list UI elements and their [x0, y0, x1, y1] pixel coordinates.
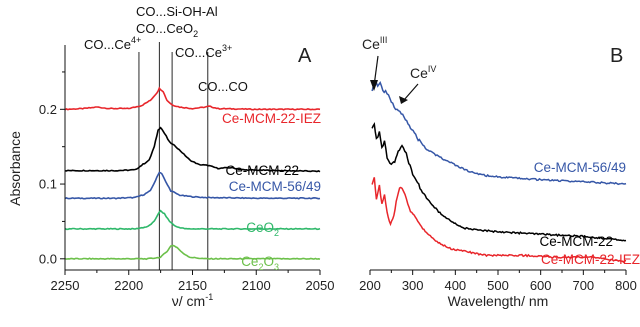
series-label: Ce-MCM-22-IEZ: [541, 252, 640, 267]
x-axis-label: ν/ cm-1: [172, 292, 213, 309]
y-tick-label: 0.0: [39, 251, 57, 266]
annotation-label: CeIII: [362, 35, 387, 52]
arrow-line: [403, 83, 419, 101]
series-line: [64, 209, 321, 231]
x-tick-label: 200: [359, 278, 381, 293]
arrow-head: [370, 80, 378, 91]
x-tick-label: 300: [402, 278, 424, 293]
series-label: Ce-MCM-56/49: [229, 179, 321, 194]
annotation-label: CO...Ce3+: [175, 43, 232, 60]
series-line: [64, 171, 321, 200]
series-line: [64, 244, 321, 261]
x-tick-label: 500: [487, 278, 509, 293]
series-label: Ce-MCM-56/49: [534, 160, 626, 175]
x-tick-label: 2100: [242, 278, 271, 293]
series-label: Ce-MCM-22-IEZ: [222, 111, 321, 126]
series-line: [64, 86, 321, 111]
series-label: Ce2O3: [241, 254, 279, 272]
x-tick-label: 400: [444, 278, 466, 293]
annotation-label: CO...CeO2: [136, 21, 198, 39]
x-tick-label: 2050: [306, 278, 335, 293]
x-tick-label: 2150: [178, 278, 207, 293]
series-label: Ce-MCM-22: [225, 163, 299, 178]
panel-a: 2250 2200 2150 2100 2050 0.0 0.1 0.2 ν/ cm-1 Abso…: [7, 4, 334, 309]
annotation-label: CO...Si-OH-Al: [136, 4, 218, 19]
panel-letter: B: [610, 45, 623, 67]
annotation-label: CeIV: [410, 64, 436, 81]
x-tick-label: 700: [572, 278, 594, 293]
series-line: [64, 126, 321, 173]
series-label: Ce-MCM-22: [539, 234, 613, 249]
series-label: CeO2: [246, 220, 279, 238]
y-tick-label: 0.2: [39, 102, 57, 117]
series-line: [371, 121, 627, 242]
panel-letter: A: [298, 45, 312, 67]
y-axis-label: Absorbance: [7, 131, 23, 206]
x-tick-label: 2250: [51, 278, 80, 293]
x-axis-label: Wavelength/ nm: [448, 293, 549, 309]
x-tick-label: 600: [530, 278, 552, 293]
panel-b: 200 300 400 500 600 700 800 Wavelength/ nm B CeII…: [359, 35, 640, 309]
x-tick-label: 2200: [114, 278, 143, 293]
y-tick-label: 0.1: [39, 177, 57, 192]
series-line: [371, 78, 627, 186]
annotation-label: CO...Ce4+: [84, 35, 141, 52]
arrow-head: [399, 96, 408, 104]
annotation-label: CO...CO: [198, 79, 248, 94]
x-tick-label: 800: [615, 278, 637, 293]
series-line: [371, 177, 627, 264]
